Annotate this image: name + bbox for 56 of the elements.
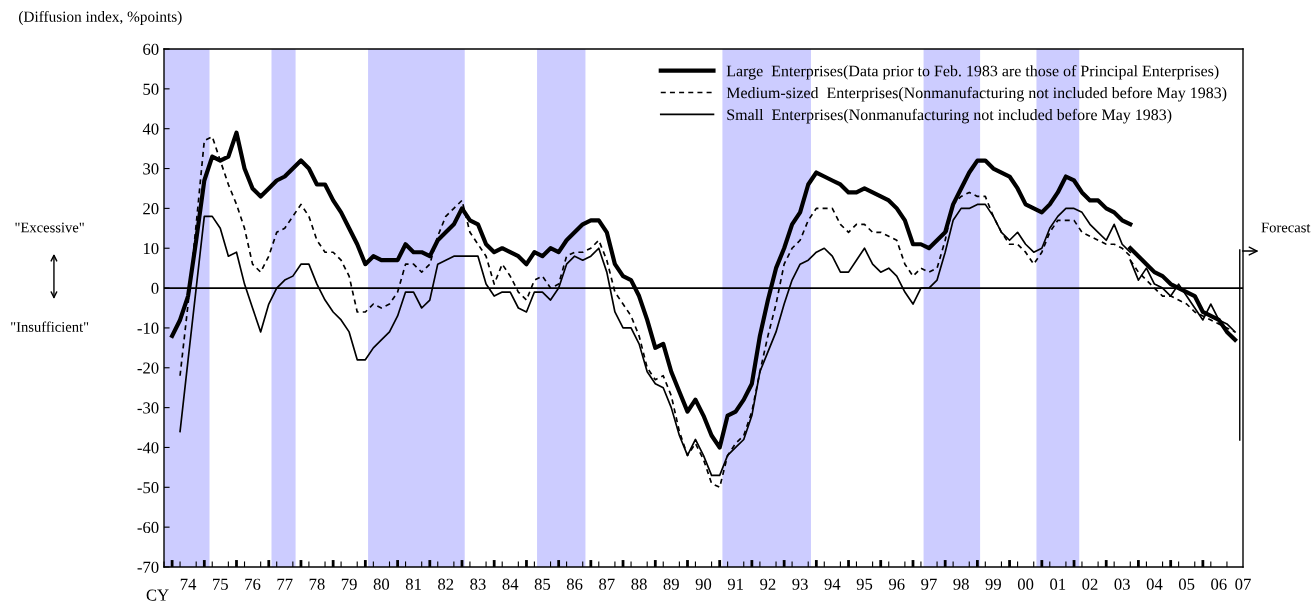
x-tick-label: 98 (953, 578, 969, 590)
y-tick-label: 20 (143, 203, 159, 215)
x-tick-label: 81 (405, 578, 421, 590)
x-tick-label: 92 (760, 578, 776, 590)
x-tick-label: 82 (438, 578, 454, 590)
x-tick-label: 07 (1235, 578, 1251, 590)
x-tick-label: 91 (727, 578, 743, 590)
y-axis-title: (Diffusion index, %points) (19, 10, 182, 25)
x-tick-label: 02 (1082, 578, 1098, 590)
y-tick-label: 30 (143, 163, 159, 175)
x-tick-label: 01 (1050, 578, 1066, 590)
x-tick-label: 77 (277, 578, 293, 590)
x-tick-label: 96 (888, 578, 905, 590)
x-tick-label: 76 (245, 578, 261, 590)
legend-label: Small Enterprises(Nonmanufacturing not included before May 1983) (727, 108, 1172, 124)
x-tick-label: 90 (695, 578, 712, 590)
x-tick-label: 83 (470, 578, 486, 590)
x-tick-label: 74 (180, 578, 197, 590)
x-tick-label: 06 (1211, 578, 1227, 590)
x-tick-label: 85 (534, 578, 551, 590)
x-tick-label: 03 (1114, 578, 1130, 590)
y-tick-label: -50 (137, 482, 159, 494)
text: Forecast (1261, 222, 1311, 233)
x-tick-label: 93 (792, 578, 808, 590)
x-tick-label: 89 (663, 578, 679, 590)
x-tick-label: 95 (856, 578, 873, 590)
x-tick-label: 00 (1017, 578, 1034, 590)
x-tick-label: 87 (599, 578, 615, 590)
text: "Insufficient" (11, 321, 89, 332)
x-tick-label: 04 (1146, 578, 1163, 590)
y-tick-label: -40 (137, 442, 159, 454)
x-tick-label: 97 (921, 578, 937, 590)
y-tick-label: -10 (137, 322, 159, 334)
legend-label: Large Enterprises(Data prior to Feb. 1983 are those of Principal Enterprises) (726, 64, 1219, 80)
x-tick-label: 99 (985, 578, 1001, 590)
y-tick-label: 60 (143, 43, 159, 55)
text: "Excessive" (15, 222, 84, 233)
y-tick-label: 10 (143, 242, 159, 255)
x-tick-label: 78 (309, 578, 325, 590)
x-tick-label: 75 (213, 578, 228, 590)
x-tick-label: 79 (341, 578, 357, 590)
y-tick-label: -70 (137, 561, 159, 573)
y-tick-label: 0 (151, 282, 159, 295)
legend-label: Medium-sized Enterprises(Nonmanufacturing not included before May 1983) (726, 86, 1227, 102)
y-tick-label: 50 (143, 83, 159, 95)
x-tick-label: 88 (631, 578, 647, 590)
y-tick-label: -60 (137, 521, 159, 534)
y-tick-label: -20 (137, 362, 159, 374)
y-tick-label: -30 (137, 402, 159, 414)
x-tick-label: 05 (1178, 578, 1195, 590)
x-tick-label: 86 (566, 578, 583, 590)
y-tick-label: 40 (142, 123, 159, 135)
x-tick-label: 80 (373, 578, 390, 590)
x-axis-title: CY (146, 589, 169, 601)
x-tick-label: 94 (824, 578, 841, 590)
x-tick-label: 84 (502, 578, 519, 590)
